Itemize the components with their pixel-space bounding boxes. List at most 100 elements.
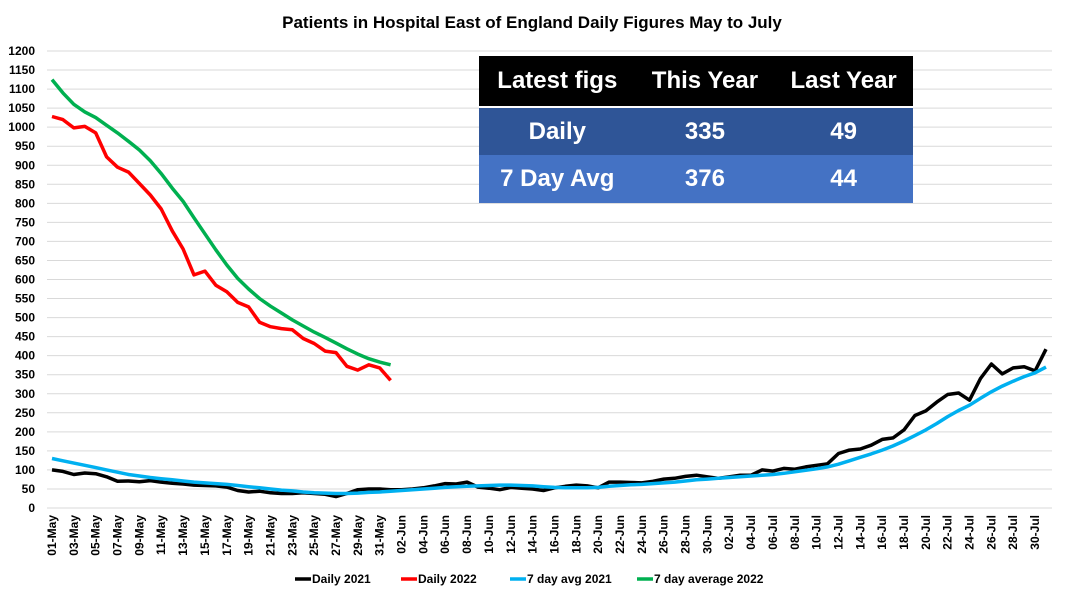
x-tick-label: 04-Jun	[416, 515, 430, 554]
series-line-7-day-average-2022	[50, 78, 392, 367]
x-tick-label: 30-Jun	[700, 515, 714, 554]
y-tick-label: 950	[15, 139, 35, 153]
this-year-value: 376	[635, 155, 775, 203]
x-tick-label: 22-Jun	[613, 515, 627, 554]
x-tick-label: 04-Jul	[744, 515, 758, 550]
x-tick-label: 10-Jun	[482, 515, 496, 554]
y-tick-label: 500	[15, 311, 35, 325]
row-label: Daily	[479, 106, 636, 155]
y-tick-label: 650	[15, 253, 35, 267]
row-label: 7 Day Avg	[479, 155, 636, 203]
x-tick-label: 11-May	[154, 515, 168, 555]
x-tick-label: 21-May	[263, 515, 277, 556]
y-tick-label: 1150	[9, 63, 35, 77]
x-tick-label: 24-Jul	[963, 515, 977, 550]
x-tick-label: 08-Jul	[788, 515, 802, 550]
y-tick-label: 850	[15, 177, 35, 191]
y-tick-label: 250	[15, 406, 35, 420]
series-lines	[50, 78, 1048, 499]
y-axis-ticks: 0 50 100 150 200 250 300 350 400 450 500 550 600 650 7…	[8, 44, 35, 515]
y-tick-label: 750	[15, 215, 35, 229]
x-tick-label: 06-Jun	[438, 515, 452, 554]
legend-label: Daily 2022	[418, 572, 477, 586]
y-tick-label: 1000	[8, 120, 35, 134]
y-tick-label: 50	[22, 482, 36, 496]
x-tick-label: 24-Jun	[635, 515, 649, 554]
y-tick-label: 100	[15, 463, 35, 477]
chart-title: Patients in Hospital East of England Dai…	[282, 13, 782, 32]
y-tick-label: 400	[15, 349, 35, 363]
x-tick-label: 28-Jun	[679, 515, 693, 554]
header-latest-figs: Latest figs	[479, 56, 636, 107]
y-tick-label: 600	[15, 273, 35, 287]
x-tick-label: 03-May	[67, 515, 81, 556]
y-tick-label: 200	[15, 425, 35, 439]
x-tick-label: 08-Jun	[460, 515, 474, 554]
x-tick-label: 26-Jul	[984, 515, 998, 550]
x-tick-label: 14-Jul	[853, 515, 867, 550]
x-tick-label: 28-Jul	[1006, 515, 1020, 550]
table-row-daily: Daily 335 49	[479, 106, 913, 155]
y-tick-label: 350	[15, 368, 35, 382]
legend-label: Daily 2021	[312, 572, 371, 586]
legend-item: 7 day average 2022	[637, 572, 764, 586]
y-tick-label: 1050	[8, 101, 35, 115]
y-tick-label: 150	[15, 444, 35, 458]
x-tick-label: 01-May	[45, 515, 59, 556]
x-tick-label: 16-Jul	[875, 515, 889, 550]
y-tick-label: 0	[28, 501, 35, 515]
x-tick-label: 22-Jul	[941, 515, 955, 550]
series-line-7-day-avg-2021	[51, 365, 1047, 496]
x-tick-label: 16-Jun	[547, 515, 561, 554]
y-tick-label: 450	[15, 330, 35, 344]
x-tick-label: 15-May	[198, 515, 212, 556]
x-tick-label: 17-May	[220, 515, 234, 556]
x-tick-label: 12-Jun	[504, 515, 518, 554]
this-year-value: 335	[635, 106, 775, 155]
x-tick-label: 25-May	[307, 515, 321, 556]
series-line-daily-2021	[51, 348, 1048, 499]
x-tick-label: 02-Jun	[395, 515, 409, 554]
y-tick-label: 1100	[9, 82, 35, 96]
x-tick-label: 23-May	[285, 515, 299, 556]
y-tick-label: 900	[15, 158, 35, 172]
x-axis-ticks: 01-May 03-May 05-May 07-May 09-May 11-May 13-M…	[45, 515, 1042, 556]
x-tick-label: 02-Jul	[722, 515, 736, 550]
legend-item: Daily 2022	[401, 572, 477, 586]
x-tick-label: 13-May	[176, 515, 190, 556]
legend-item: 7 day avg 2021	[510, 572, 612, 586]
x-tick-label: 29-May	[351, 515, 365, 556]
x-tick-label: 12-Jul	[831, 515, 845, 550]
x-tick-label: 14-Jun	[526, 515, 540, 554]
x-tick-label: 27-May	[329, 515, 343, 556]
x-tick-label: 31-May	[373, 515, 387, 556]
last-year-value: 49	[774, 106, 913, 155]
legend-label: 7 day avg 2021	[527, 572, 612, 586]
legend-item: Daily 2021	[295, 572, 371, 586]
y-tick-label: 300	[15, 387, 35, 401]
x-tick-label: 06-Jul	[766, 515, 780, 550]
x-tick-label: 20-Jun	[591, 515, 605, 554]
y-tick-label: 700	[15, 234, 35, 248]
table-row-7-day-avg: 7 Day Avg 376 44	[479, 155, 913, 203]
latest-figures-table: Latest figs This Year Last Year Daily 33…	[479, 56, 913, 203]
y-tick-label: 800	[15, 196, 35, 210]
series-line-daily-2022	[51, 114, 392, 382]
legend: Daily 2021 Daily 2022 7 day avg 2021 7 day …	[295, 572, 764, 586]
x-tick-label: 18-Jun	[569, 515, 583, 554]
header-this-year: This Year	[635, 56, 775, 107]
x-tick-label: 09-May	[132, 515, 146, 556]
last-year-value: 44	[774, 155, 913, 203]
x-tick-label: 26-Jun	[657, 515, 671, 554]
x-tick-label: 07-May	[111, 515, 125, 556]
x-tick-label: 10-Jul	[810, 515, 824, 550]
legend-label: 7 day average 2022	[654, 572, 764, 586]
x-tick-label: 05-May	[89, 515, 103, 556]
x-tick-label: 19-May	[242, 515, 256, 556]
x-tick-label: 20-Jul	[919, 515, 933, 550]
y-tick-label: 1200	[8, 44, 35, 58]
x-tick-label: 30-Jul	[1028, 515, 1042, 550]
header-last-year: Last Year	[774, 56, 913, 107]
x-tick-label: 18-Jul	[897, 515, 911, 550]
y-tick-label: 550	[15, 292, 35, 306]
